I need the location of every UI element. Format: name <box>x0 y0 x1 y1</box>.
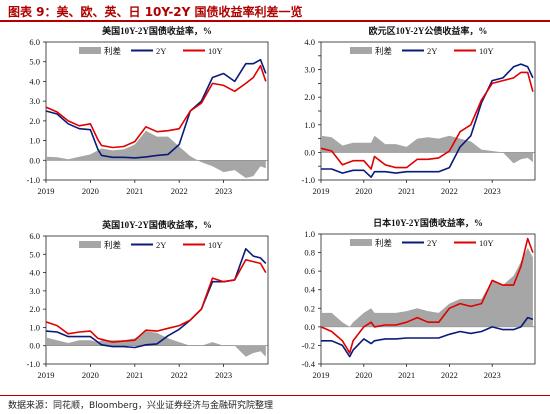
euro-xtick-label: 2020 <box>355 186 372 196</box>
uk-ytick-label: 3.0 <box>29 286 40 296</box>
japan-xtick-label: 2022 <box>441 370 458 380</box>
footer-rule <box>0 395 550 396</box>
uk-ytick-label: -1.0 <box>27 359 40 369</box>
uk-xtick-label: 2023 <box>215 370 232 380</box>
charts-panel: -1.0 0.0 1.0 2.0 3.0 4.0 5.0 6.0 2019 2020 2021 202… <box>0 22 550 392</box>
uk-chart: -1.0 0.0 1.0 2.0 3.0 4.0 5.0 6.0 2019 2020 2021 202… <box>27 219 268 380</box>
uk-ytick-label: 2.0 <box>29 304 40 314</box>
euro-xtick-label: 2023 <box>484 186 501 196</box>
us-series-10y-line <box>46 66 266 148</box>
japan-legend-10y-label: 10Y <box>479 238 494 248</box>
euro-legend-10y-label: 10Y <box>479 46 494 56</box>
euro-series-10y-line <box>321 72 533 169</box>
us-spread-area <box>46 131 266 178</box>
us-ytick-label: 5.0 <box>29 57 40 67</box>
us-ytick-label: 2.0 <box>29 116 40 126</box>
us-ytick-label: 3.0 <box>29 96 40 106</box>
japan-xtick-label: 2023 <box>484 370 501 380</box>
figure-footer: 数据来源：同花顺，Bloomberg，兴业证券经济与金融研究院整理 <box>0 392 550 414</box>
japan-xtick-label: 2020 <box>355 370 372 380</box>
euro-ytick-label: 0.0 <box>304 147 315 157</box>
uk-ytick-label: 5.0 <box>29 249 40 259</box>
us-legend-10y-label: 10Y <box>208 46 223 56</box>
japan-spread-area <box>321 248 533 327</box>
japan-legend-2y-label: 2Y <box>427 238 437 248</box>
uk-legend-spread-swatch <box>79 241 101 248</box>
japan-ytick-label: -0.4 <box>302 359 316 369</box>
japan-chart-title: 日本10Y-2Y国债收益率，% <box>373 217 483 228</box>
euro-ytick-label: -1.0 <box>302 175 315 185</box>
uk-ytick-label: 1.0 <box>29 322 40 332</box>
us-chart-title: 美国10Y-2Y国债收益率，% <box>102 25 212 36</box>
japan-legend-spread-label: 利差 <box>375 238 392 248</box>
uk-ytick-label: 0.0 <box>29 341 40 351</box>
uk-xtick-label: 2020 <box>82 370 99 380</box>
us-xtick-label: 2021 <box>126 186 143 196</box>
japan-xtick-label: 2019 <box>313 370 330 380</box>
japan-ytick-label: 0.2 <box>304 303 315 313</box>
source-note: 数据来源：同花顺，Bloomberg，兴业证券经济与金融研究院整理 <box>8 398 273 411</box>
euro-ytick-label: 3.0 <box>304 65 315 75</box>
us-ytick-label: 6.0 <box>29 37 40 47</box>
euro-xtick-label: 2021 <box>398 186 415 196</box>
us-xtick-label: 2019 <box>38 186 55 196</box>
euro-chart: -1.0 0.0 1.0 2.0 3.0 4.0 2019 2020 2021 2022 2023 欧… <box>302 25 535 196</box>
euro-xtick-label: 2022 <box>441 186 458 196</box>
uk-xtick-label: 2019 <box>38 370 55 380</box>
euro-legend-spread-label: 利差 <box>375 46 392 56</box>
us-legend-2y-label: 2Y <box>156 46 166 56</box>
us-ytick-label: -1.0 <box>27 175 40 185</box>
japan-chart: -0.4 -0.2 0.0 0.2 0.4 0.6 0.8 1.0 2019 2020 2021 20… <box>302 217 535 380</box>
japan-xtick-label: 2021 <box>398 370 415 380</box>
us-xtick-label: 2020 <box>82 186 99 196</box>
euro-xtick-label: 2019 <box>313 186 330 196</box>
us-xtick-label: 2022 <box>171 186 188 196</box>
euro-ytick-label: 1.0 <box>304 120 315 130</box>
japan-legend-spread-swatch <box>350 239 372 246</box>
figure-title: 图表 9：美、欧、英、日 10Y-2Y 国债收益率利差一览 <box>8 3 303 20</box>
japan-ytick-label: 0.8 <box>304 248 315 258</box>
japan-ytick-label: 0.4 <box>304 285 315 295</box>
uk-series-10y-line <box>46 260 266 342</box>
euro-legend-2y-label: 2Y <box>427 46 437 56</box>
uk-legend-10y-label: 10Y <box>208 240 223 250</box>
us-ytick-label: 1.0 <box>29 136 40 146</box>
us-chart: -1.0 0.0 1.0 2.0 3.0 4.0 5.0 6.0 2019 2020 2021 202… <box>27 25 268 196</box>
uk-legend-2y-label: 2Y <box>156 240 166 250</box>
euro-ytick-label: 2.0 <box>304 92 315 102</box>
japan-ytick-label: 1.0 <box>304 229 315 239</box>
us-ytick-label: 4.0 <box>29 76 40 86</box>
us-legend-spread-swatch <box>79 47 101 54</box>
uk-ytick-label: 6.0 <box>29 231 40 241</box>
figure-header: 图表 9：美、欧、英、日 10Y-2Y 国债收益率利差一览 <box>0 0 550 22</box>
japan-ytick-label: -0.2 <box>302 340 315 350</box>
japan-ytick-label: 0.0 <box>304 322 315 332</box>
euro-chart-title: 欧元区10Y-2Y公债收益率，% <box>369 25 488 36</box>
japan-ytick-label: 0.6 <box>304 266 315 276</box>
uk-legend-spread-label: 利差 <box>104 240 121 250</box>
uk-ytick-label: 4.0 <box>29 268 40 278</box>
uk-xtick-label: 2022 <box>171 370 188 380</box>
us-legend-spread-label: 利差 <box>104 46 121 56</box>
uk-xtick-label: 2021 <box>126 370 143 380</box>
us-ytick-label: 0.0 <box>29 155 40 165</box>
uk-chart-title: 英国10Y-2Y国债收益率，% <box>101 219 212 230</box>
euro-ytick-label: 4.0 <box>304 37 315 47</box>
us-xtick-label: 2023 <box>215 186 232 196</box>
euro-legend-spread-swatch <box>350 47 372 54</box>
